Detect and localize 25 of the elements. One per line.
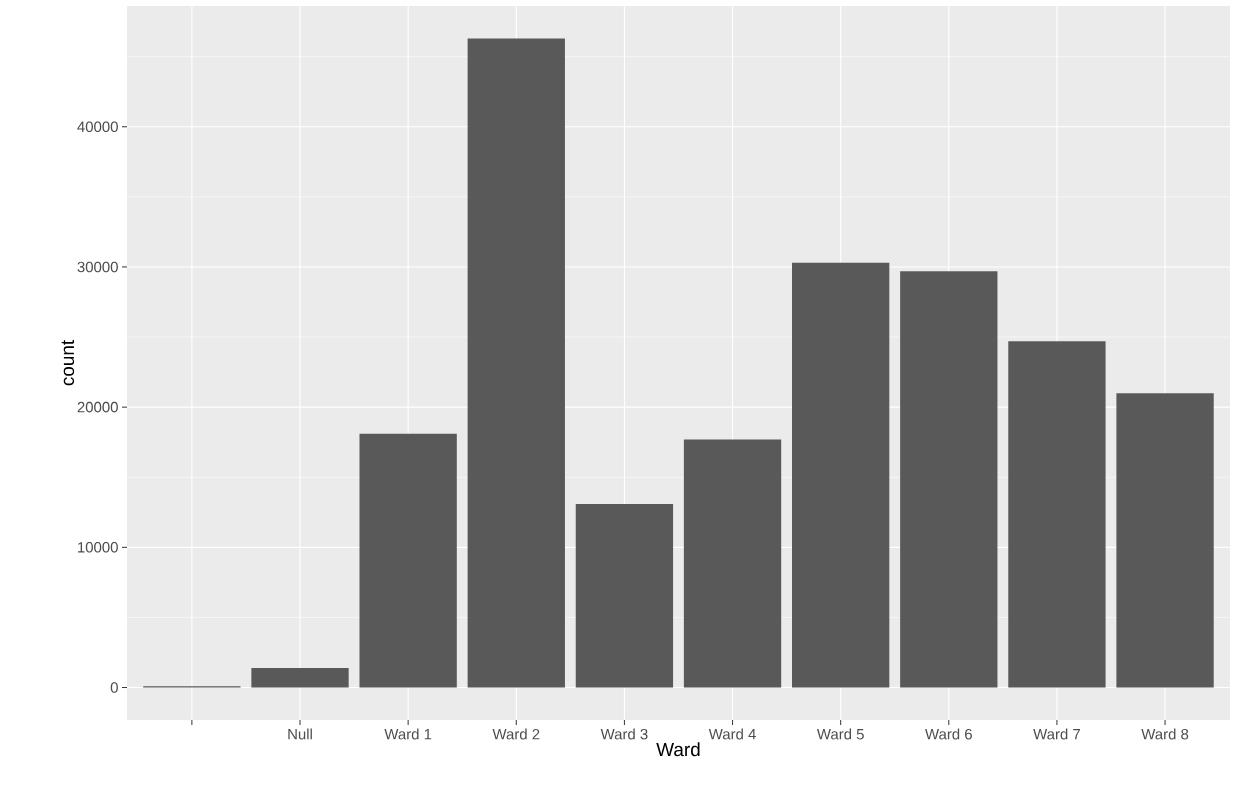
- x-tick-label: Ward 3: [600, 728, 648, 740]
- x-tick-label: Null: [288, 728, 312, 740]
- y-tick-label: 20000: [77, 401, 118, 413]
- bar: [251, 667, 349, 688]
- bar: [1116, 393, 1214, 688]
- x-tick-label: Ward 7: [1033, 728, 1080, 740]
- y-tick-label: 10000: [78, 542, 118, 553]
- y-tick-label: 40000: [77, 121, 118, 133]
- bar: [792, 262, 890, 688]
- x-tick-label: Ward 6: [925, 728, 972, 740]
- x-tick-label: Ward 4: [708, 728, 756, 740]
- x-axis-title: Ward: [656, 742, 700, 757]
- bar: [575, 503, 674, 688]
- y-tick-label: 30000: [77, 261, 118, 273]
- bar: [683, 439, 782, 688]
- bar: [467, 38, 565, 688]
- x-tick-label: Ward 1: [384, 728, 432, 740]
- y-axis-title: count: [61, 339, 75, 386]
- x-tick-label: Ward 2: [492, 728, 540, 740]
- x-tick-label: Ward 8: [1141, 728, 1189, 740]
- bar: [1008, 341, 1106, 688]
- bar: [359, 433, 457, 688]
- y-tick-label: 0: [110, 682, 118, 693]
- x-tick-label: Ward 5: [816, 728, 864, 740]
- bar: [900, 271, 998, 688]
